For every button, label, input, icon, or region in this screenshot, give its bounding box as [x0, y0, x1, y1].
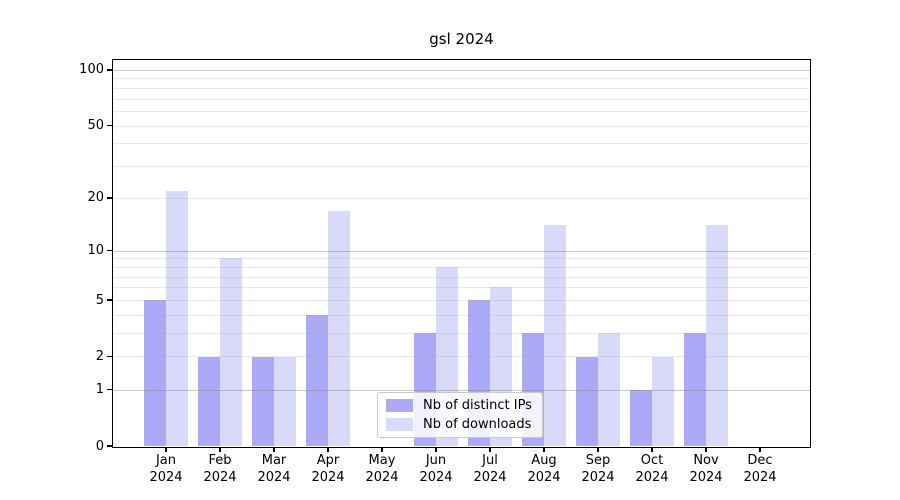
bar-downloads: [652, 356, 674, 446]
x-tick-mark: [435, 447, 437, 452]
gridline-minor: [113, 266, 810, 268]
y-tick-mark: [107, 125, 112, 127]
gridline-minor: [113, 143, 810, 145]
x-tick-label: Jul 2024: [473, 453, 507, 485]
gridline-minor: [113, 314, 810, 316]
bar-downloads: [274, 356, 296, 446]
x-tick-label: Aug 2024: [527, 453, 561, 485]
plot-area: [113, 60, 810, 446]
bar-downloads: [220, 258, 242, 446]
legend-swatch-distinct-ips: [386, 398, 413, 412]
bar-downloads: [166, 190, 188, 446]
y-tick-label: 10: [87, 243, 104, 259]
legend-item-downloads: Nb of downloads: [386, 417, 542, 432]
x-tick-label: May 2024: [365, 453, 399, 485]
x-tick-label: Mar 2024: [257, 453, 291, 485]
y-tick-mark: [107, 355, 112, 358]
y-tick-label: 100: [79, 62, 104, 78]
bar-distinct-ips: [252, 356, 274, 446]
x-tick-mark: [165, 447, 167, 452]
x-tick-label: Sep 2024: [581, 453, 615, 485]
legend-swatch-downloads: [386, 418, 413, 432]
gridline-minor: [113, 111, 810, 113]
y-tick-mark: [107, 299, 112, 301]
y-tick-label: 1: [95, 382, 104, 398]
x-tick-mark: [543, 447, 545, 452]
x-tick-label: Jan 2024: [149, 453, 183, 485]
x-tick-label: Apr 2024: [311, 453, 345, 485]
gridline-major: [113, 250, 810, 252]
bar-distinct-ips: [630, 389, 652, 446]
gridline-minor: [113, 78, 810, 80]
legend: Nb of distinct IPs Nb of downloads: [377, 392, 543, 438]
legend-label-downloads: Nb of downloads: [423, 417, 532, 433]
gridline-minor: [113, 166, 810, 168]
legend-item-distinct-ips: Nb of distinct IPs: [386, 398, 542, 413]
x-tick-mark: [219, 447, 221, 452]
gridline-minor: [113, 197, 810, 199]
y-tick-label: 20: [87, 190, 104, 206]
gridline-minor: [113, 276, 810, 278]
y-tick-mark: [107, 445, 112, 447]
bar-distinct-ips: [144, 300, 166, 446]
x-tick-mark: [273, 447, 275, 452]
x-tick-label: Nov 2024: [689, 453, 723, 485]
y-tick-mark: [107, 249, 112, 252]
y-tick-label: 0: [95, 438, 104, 454]
x-tick-mark: [705, 447, 707, 452]
x-tick-mark: [381, 447, 383, 452]
y-tick-label: 2: [95, 348, 104, 364]
gridline-minor: [113, 287, 810, 289]
gridline-minor: [113, 87, 810, 89]
x-tick-mark: [651, 447, 653, 452]
legend-label-distinct-ips: Nb of distinct IPs: [423, 397, 532, 413]
chart-title: gsl 2024: [429, 30, 494, 48]
gridline-minor: [113, 356, 810, 358]
x-tick-label: Jun 2024: [419, 453, 453, 485]
x-tick-mark: [327, 447, 329, 452]
bar-distinct-ips: [684, 333, 706, 446]
bar-downloads: [706, 225, 728, 446]
gridline-major: [113, 69, 810, 71]
gridline-minor: [113, 333, 810, 335]
x-tick-mark: [597, 447, 599, 452]
gridline-minor: [113, 300, 810, 302]
x-tick-label: Dec 2024: [743, 453, 777, 485]
bar-distinct-ips: [198, 356, 220, 446]
bar-distinct-ips: [576, 356, 598, 446]
bar-downloads: [598, 333, 620, 446]
gridline-minor: [113, 258, 810, 260]
x-tick-mark: [489, 447, 491, 452]
bar-downloads: [328, 210, 350, 446]
y-tick-mark: [107, 197, 112, 199]
x-tick-mark: [759, 447, 761, 452]
y-tick-label: 50: [87, 118, 104, 134]
x-tick-label: Feb 2024: [203, 453, 237, 485]
x-tick-label: Oct 2024: [635, 453, 669, 485]
y-tick-mark: [107, 69, 112, 71]
gridline-minor: [113, 98, 810, 100]
y-tick-label: 5: [95, 292, 104, 308]
gridline-major: [113, 389, 810, 391]
y-tick-mark: [107, 388, 112, 391]
bar-distinct-ips: [306, 314, 328, 446]
bar-downloads: [544, 225, 566, 446]
gridline-minor: [113, 125, 810, 127]
